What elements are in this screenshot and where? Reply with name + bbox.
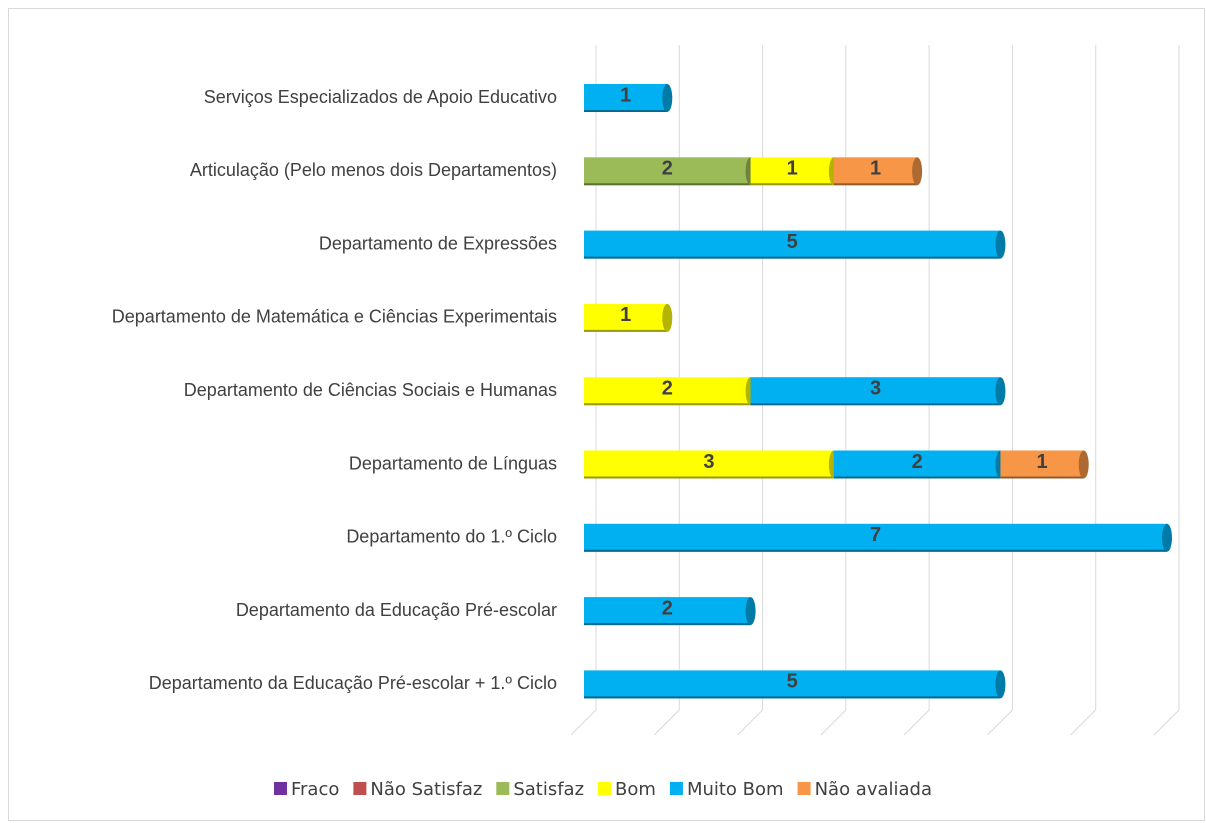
- category-label: Departamento da Educação Pré-escolar + 1…: [149, 673, 557, 693]
- data-label: 7: [870, 524, 881, 546]
- grid-line: [737, 45, 764, 736]
- grid-line: [820, 45, 847, 736]
- category-label: Articulação (Pelo menos dois Departament…: [190, 160, 557, 180]
- bar-body: [750, 377, 1001, 406]
- bar-cap: [745, 597, 756, 626]
- bar-body: [584, 377, 751, 406]
- category-label: Departamento de Expressões: [319, 233, 557, 253]
- legend-label: Fraco: [291, 779, 339, 800]
- bar-body: [584, 523, 1167, 552]
- bar-segment: [584, 84, 673, 112]
- legend-swatch: [496, 782, 510, 795]
- data-label: 5: [787, 231, 798, 253]
- bar-segment: [584, 157, 756, 186]
- bar-cap: [995, 230, 1006, 259]
- bar-cap: [1162, 523, 1172, 552]
- grid-line: [987, 45, 1013, 736]
- legend-label: Bom: [615, 779, 656, 800]
- category-label: Departamento da Educação Pré-escolar: [236, 600, 557, 620]
- data-label: 3: [703, 451, 714, 473]
- bar-cap: [995, 377, 1006, 406]
- bar-cap: [662, 84, 673, 112]
- bar-body: [1000, 450, 1084, 479]
- bar-body: [833, 450, 1001, 479]
- data-label: 2: [662, 597, 673, 619]
- data-label: 1: [787, 158, 798, 180]
- legend-label: Não Satisfaz: [370, 779, 482, 800]
- data-label: 2: [662, 158, 673, 180]
- grid-line: [903, 45, 930, 736]
- legend-label: Muito Bom: [687, 779, 784, 800]
- bar-body: [584, 450, 834, 479]
- bar-body: [750, 157, 834, 186]
- bar-segment: [584, 670, 1006, 699]
- grid-line: [570, 45, 597, 736]
- bar-cap: [995, 670, 1006, 699]
- bar-segment: [750, 157, 839, 186]
- bar-segment: [1000, 450, 1089, 479]
- bar-segment: [584, 523, 1172, 552]
- grid-line: [1153, 45, 1180, 736]
- data-label: 5: [787, 671, 798, 693]
- grid-line: [1070, 45, 1097, 736]
- bar-body: [584, 597, 751, 626]
- grid-line: [653, 45, 680, 736]
- data-label: 1: [620, 304, 631, 326]
- legend-swatch: [669, 782, 683, 795]
- bar-body: [584, 84, 668, 112]
- data-label: 2: [662, 377, 673, 399]
- data-label: 1: [870, 158, 881, 180]
- bar-segment: [584, 597, 756, 626]
- legend-label: Não avaliada: [815, 779, 932, 800]
- legend-swatch: [273, 782, 287, 795]
- legend-swatch: [598, 782, 612, 795]
- bar-segment: [584, 230, 1006, 259]
- category-label: Departamento de Ciências Sociais e Human…: [184, 380, 557, 400]
- bar-segment: [584, 303, 673, 332]
- bar-cap: [662, 303, 673, 332]
- legend-label: Satisfaz: [513, 779, 584, 800]
- data-label: 1: [1037, 451, 1048, 473]
- category-label: Serviços Especializados de Apoio Educati…: [204, 87, 557, 107]
- bar-segment: [833, 450, 1006, 479]
- bar-body: [584, 670, 1001, 699]
- category-label: Departamento de Línguas: [349, 453, 557, 473]
- bar-segment: [750, 377, 1006, 406]
- bar-segment: [833, 157, 923, 186]
- bar-cap: [912, 157, 923, 186]
- data-label: 3: [870, 377, 881, 399]
- data-label: 2: [912, 451, 923, 473]
- bar-body: [833, 157, 918, 186]
- chart-border: [8, 8, 1205, 821]
- legend-swatch: [353, 782, 367, 795]
- data-label: 1: [620, 84, 631, 106]
- category-label: Departamento de Matemática e Ciências Ex…: [112, 307, 557, 327]
- category-label: Departamento do 1.º Ciclo: [346, 527, 557, 547]
- bar-body: [584, 157, 751, 186]
- bar-body: [584, 230, 1001, 259]
- legend-swatch: [797, 782, 811, 795]
- bar-body: [584, 303, 668, 332]
- bar-cap: [1078, 450, 1089, 479]
- bar-segment: [584, 450, 839, 479]
